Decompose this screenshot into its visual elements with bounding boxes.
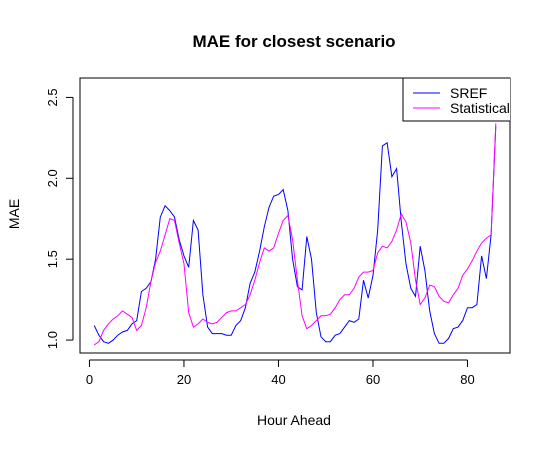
plot-frame: [79, 77, 511, 354]
x-axis-label: Hour Ahead: [257, 412, 331, 428]
chart-title: MAE for closest scenario: [192, 32, 395, 51]
x-tick-label: 0: [86, 372, 93, 387]
x-tick-label: 60: [366, 372, 380, 387]
x-tick-label: 80: [460, 372, 474, 387]
legend-label-statistical: Statistical: [450, 100, 510, 116]
y-axis-label: MAE: [6, 199, 22, 229]
y-tick-label: 1.0: [45, 331, 60, 349]
series-line-statistical: [93, 123, 497, 346]
x-tick-label: 40: [271, 372, 285, 387]
y-tick-label: 2.0: [45, 169, 60, 187]
x-axis: 0 20 40 60 80: [86, 359, 475, 387]
y-axis: 1.0 1.5 2.0 2.5: [45, 88, 74, 349]
x-tick-label: 20: [177, 372, 191, 387]
y-tick-label: 1.5: [45, 250, 60, 268]
y-tick-label: 2.5: [45, 88, 60, 106]
series-layer: [93, 123, 497, 346]
legend-label-sref: SREF: [450, 85, 487, 101]
legend-box: [402, 77, 510, 122]
series-line-sref: [93, 126, 497, 344]
